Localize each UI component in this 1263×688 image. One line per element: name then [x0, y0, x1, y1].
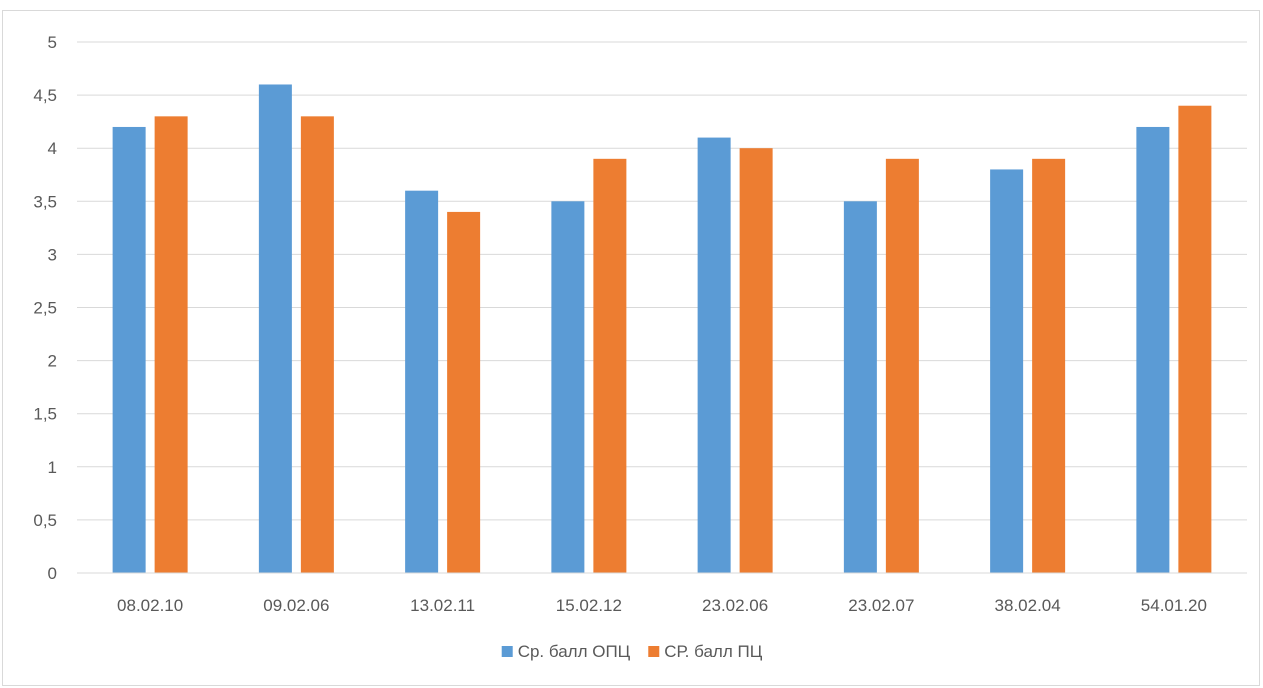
chart-area: 0 0,5 1 1,5 2 2,5 3 3,5 4 4,5 5 08.02.10 09.02.06 13…: [2, 10, 1260, 686]
y-tick-label: 0: [48, 564, 57, 583]
y-axis-ticks: 0 0,5 1 1,5 2 2,5 3 3,5 4 4,5 5: [33, 33, 57, 583]
bar-series-2: [1032, 158, 1066, 573]
gridlines: [77, 41, 1247, 521]
bar-series-2: [300, 116, 334, 573]
y-tick-label: 3,5: [33, 192, 57, 211]
bar-series-2: [1178, 105, 1212, 573]
y-tick-label: 1: [48, 458, 57, 477]
legend-label: СР. балл ПЦ: [664, 642, 762, 661]
bar-series-1: [697, 137, 731, 573]
y-tick-label: 2,5: [33, 299, 57, 318]
legend: Ср. балл ОПЦ СР. балл ПЦ: [501, 642, 763, 661]
y-tick-label: 4: [48, 139, 57, 158]
legend-swatch: [501, 646, 513, 657]
bar-series-1: [843, 201, 877, 574]
bar-series-2: [154, 116, 188, 573]
bar-series-1: [551, 201, 585, 574]
bar-series-1: [1136, 126, 1170, 574]
y-tick-label: 3: [48, 245, 57, 264]
x-tick-label: 08.02.10: [117, 596, 183, 615]
bar-series-2: [593, 158, 627, 573]
bar-series-1: [258, 84, 292, 573]
y-tick-label: 5: [48, 33, 57, 52]
y-tick-label: 4,5: [33, 86, 57, 105]
legend-label: Ср. балл ОПЦ: [518, 642, 631, 661]
x-tick-label: 09.02.06: [263, 596, 329, 615]
x-tick-label: 23.02.06: [702, 596, 768, 615]
bar-series-1: [990, 169, 1024, 573]
bar-series-2: [447, 211, 481, 574]
y-tick-label: 0,5: [33, 511, 57, 530]
bar-series-1: [112, 126, 146, 574]
y-tick-label: 1,5: [33, 405, 57, 424]
x-tick-label: 15.02.12: [556, 596, 622, 615]
x-tick-label: 38.02.04: [995, 596, 1061, 615]
bar-chart: 0 0,5 1 1,5 2 2,5 3 3,5 4 4,5 5 08.02.10 09.02.06 13…: [33, 33, 1247, 661]
x-tick-label: 13.02.11: [410, 596, 475, 615]
bar-series-2: [885, 158, 919, 573]
x-axis-ticks: 08.02.10 09.02.06 13.02.11 15.02.12 23.02.06…: [117, 596, 1207, 615]
x-tick-label: 23.02.07: [848, 596, 914, 615]
legend-swatch: [648, 646, 660, 657]
y-tick-label: 2: [48, 352, 57, 371]
bars: [112, 84, 1212, 574]
bar-series-2: [739, 148, 773, 573]
bar-series-1: [405, 190, 439, 573]
x-tick-label: 54.01.20: [1141, 596, 1207, 615]
